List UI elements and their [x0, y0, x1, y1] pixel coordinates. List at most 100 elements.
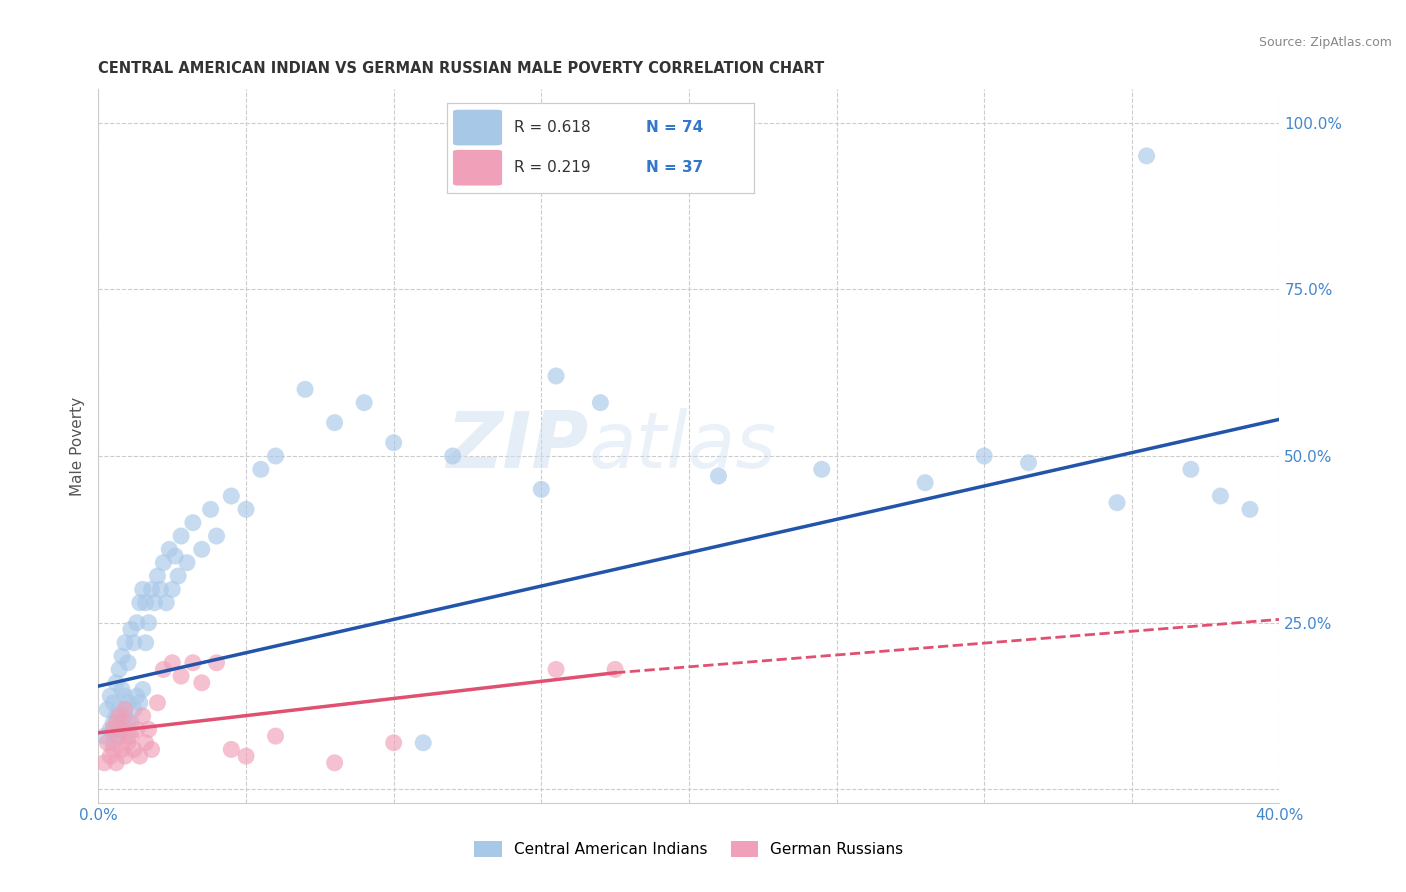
Point	[294, 382, 316, 396]
Point	[120, 715, 142, 730]
Point	[93, 756, 115, 770]
Point	[111, 742, 134, 756]
Point	[264, 449, 287, 463]
Point	[155, 596, 177, 610]
Point	[149, 582, 172, 597]
Point	[117, 696, 139, 710]
Point	[114, 636, 136, 650]
Point	[235, 502, 257, 516]
Point	[200, 502, 222, 516]
Point	[221, 742, 243, 756]
Point	[122, 702, 145, 716]
Point	[120, 729, 142, 743]
Point	[707, 469, 730, 483]
Point	[103, 696, 125, 710]
Point	[170, 669, 193, 683]
Y-axis label: Male Poverty: Male Poverty	[70, 396, 86, 496]
Point	[108, 662, 131, 676]
Point	[103, 715, 125, 730]
Point	[181, 656, 204, 670]
Point	[96, 702, 118, 716]
Point	[132, 709, 155, 723]
Point	[98, 723, 121, 737]
Text: ZIP: ZIP	[446, 408, 589, 484]
Point	[589, 395, 612, 409]
Point	[412, 736, 434, 750]
Point	[162, 656, 183, 670]
Text: atlas: atlas	[589, 408, 776, 484]
Point	[165, 549, 187, 563]
Point	[108, 729, 131, 743]
Point	[914, 475, 936, 490]
Point	[167, 569, 190, 583]
Point	[264, 729, 287, 743]
Point	[162, 582, 183, 597]
Point	[128, 749, 150, 764]
Point	[530, 483, 553, 497]
Point	[135, 736, 157, 750]
Point	[120, 623, 142, 637]
Point	[1239, 502, 1261, 516]
Point	[122, 636, 145, 650]
Point	[1018, 456, 1040, 470]
Point	[141, 582, 163, 597]
Point	[96, 736, 118, 750]
Point	[973, 449, 995, 463]
Point	[191, 675, 214, 690]
Point	[235, 749, 257, 764]
Point	[546, 368, 568, 383]
Point	[117, 729, 139, 743]
Point	[105, 709, 128, 723]
Point	[191, 542, 214, 557]
Point	[111, 649, 134, 664]
Point	[114, 709, 136, 723]
Point	[103, 723, 125, 737]
Point	[111, 682, 134, 697]
Point	[1209, 489, 1232, 503]
Point	[382, 736, 405, 750]
Point	[103, 742, 125, 756]
Text: CENTRAL AMERICAN INDIAN VS GERMAN RUSSIAN MALE POVERTY CORRELATION CHART: CENTRAL AMERICAN INDIAN VS GERMAN RUSSIA…	[98, 61, 825, 76]
Point	[111, 715, 134, 730]
Point	[98, 689, 121, 703]
Text: Source: ZipAtlas.com: Source: ZipAtlas.com	[1258, 36, 1392, 49]
Point	[103, 736, 125, 750]
Point	[1107, 496, 1129, 510]
Point	[132, 582, 155, 597]
Point	[128, 596, 150, 610]
Point	[170, 529, 193, 543]
Point	[128, 696, 150, 710]
Point	[605, 662, 627, 676]
Point	[125, 689, 148, 703]
Point	[117, 656, 139, 670]
Point	[205, 529, 228, 543]
Point	[135, 636, 157, 650]
Legend: Central American Indians, German Russians: Central American Indians, German Russian…	[468, 835, 910, 863]
Point	[152, 662, 174, 676]
Point	[810, 462, 832, 476]
Point	[323, 756, 346, 770]
Point	[323, 416, 346, 430]
Point	[114, 749, 136, 764]
Point	[108, 723, 131, 737]
Point	[105, 756, 128, 770]
Point	[152, 556, 174, 570]
Point	[117, 736, 139, 750]
Point	[382, 435, 405, 450]
Point	[117, 715, 139, 730]
Point	[114, 702, 136, 716]
Point	[1136, 149, 1159, 163]
Point	[157, 542, 180, 557]
Point	[353, 395, 375, 409]
Point	[105, 729, 128, 743]
Point	[441, 449, 464, 463]
Point	[108, 702, 131, 716]
Point	[146, 569, 169, 583]
Point	[98, 749, 121, 764]
Point	[146, 696, 169, 710]
Point	[138, 615, 160, 630]
Point	[105, 675, 128, 690]
Point	[138, 723, 160, 737]
Point	[135, 596, 157, 610]
Point	[114, 689, 136, 703]
